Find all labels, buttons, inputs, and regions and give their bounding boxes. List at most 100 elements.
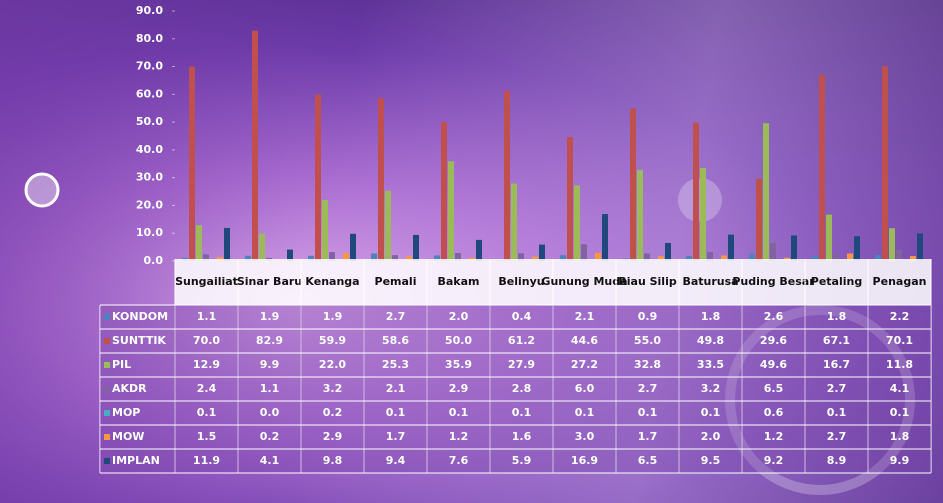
bar	[910, 256, 916, 261]
bar	[329, 252, 335, 261]
legend-label: PIL	[112, 358, 131, 371]
legend-label: AKDR	[112, 382, 147, 395]
table-value: 2.0	[449, 310, 469, 323]
table-value: 82.9	[256, 334, 283, 347]
table-value: 1.9	[323, 310, 343, 323]
table-value: 0.1	[386, 406, 406, 419]
table-value: 70.1	[886, 334, 913, 347]
x-tick-label: Kenanga	[305, 275, 359, 288]
table-value: 0.0	[260, 406, 280, 419]
bar	[700, 167, 706, 261]
bar	[518, 253, 524, 261]
bar	[763, 123, 769, 261]
bar	[385, 190, 391, 261]
bar	[707, 252, 713, 261]
y-tick-label: 20.0	[136, 198, 163, 211]
x-tick-label: Gunung Muda	[541, 275, 627, 288]
bar	[770, 242, 776, 261]
table-value: 9.8	[323, 454, 343, 467]
x-tick-label: Puding Besar	[732, 275, 815, 288]
table-value: 0.2	[323, 406, 343, 419]
legend-key	[104, 386, 110, 392]
legend-key	[104, 458, 110, 464]
x-tick-label: Sinar Baru	[237, 275, 302, 288]
table-row-bg	[100, 401, 931, 425]
table-value: 9.4	[386, 454, 406, 467]
table-value: 11.9	[193, 454, 220, 467]
bar	[245, 255, 251, 261]
table-value: 4.1	[260, 454, 280, 467]
bar	[315, 94, 321, 261]
legend-label: KONDOM	[112, 310, 168, 323]
bar	[406, 256, 412, 261]
legend-label: SUNTTIK	[112, 334, 166, 347]
table-value: 1.8	[701, 310, 721, 323]
table-value: 2.7	[638, 382, 658, 395]
bar	[322, 199, 328, 261]
bar	[217, 256, 223, 261]
table-value: 9.2	[764, 454, 784, 467]
table-value: 6.0	[575, 382, 595, 395]
bar	[574, 185, 580, 261]
bar	[721, 255, 727, 261]
table-value: 12.9	[193, 358, 220, 371]
table-value: 6.5	[764, 382, 784, 395]
bar	[504, 91, 510, 261]
table-value: 2.4	[197, 382, 217, 395]
table-value: 2.7	[827, 382, 847, 395]
table-value: 1.7	[638, 430, 658, 443]
table-value: 0.1	[197, 406, 217, 419]
legend-key	[104, 314, 110, 320]
table-value: 2.7	[386, 310, 406, 323]
bar	[448, 161, 454, 261]
bar	[511, 183, 517, 261]
bar	[539, 244, 545, 261]
bar	[630, 108, 636, 261]
bar	[847, 253, 853, 261]
bar	[665, 242, 671, 261]
table-value: 70.0	[193, 334, 220, 347]
bar	[637, 169, 643, 261]
bar	[756, 178, 762, 261]
legend-key	[104, 338, 110, 344]
table-value: 2.1	[386, 382, 406, 395]
table-value: 5.9	[512, 454, 532, 467]
table-value: 1.7	[386, 430, 406, 443]
table-value: 2.9	[323, 430, 343, 443]
table-value: 16.9	[571, 454, 598, 467]
table-value: 44.6	[571, 334, 598, 347]
table-value: 2.6	[764, 310, 784, 323]
table-value: 29.6	[760, 334, 787, 347]
bar	[686, 256, 692, 261]
legend-label: IMPLAN	[112, 454, 160, 467]
table-value: 0.2	[260, 430, 280, 443]
bar	[392, 255, 398, 261]
bar	[658, 256, 664, 261]
bar	[252, 30, 258, 261]
table-row-bg	[100, 425, 931, 449]
table-value: 27.9	[508, 358, 535, 371]
bar	[532, 256, 538, 261]
table-value: 9.5	[701, 454, 721, 467]
x-tick-label: Bakam	[437, 275, 479, 288]
table-value: 2.8	[512, 382, 532, 395]
y-tick-label: 50.0	[136, 115, 163, 128]
x-tick-label: Pemali	[375, 275, 417, 288]
table-value: 59.9	[319, 334, 346, 347]
bar	[917, 233, 923, 261]
bar	[819, 74, 825, 261]
bar	[203, 254, 209, 261]
table-value: 1.9	[260, 310, 280, 323]
table-value: 0.6	[764, 406, 784, 419]
x-tick-label: Riau Silip	[618, 275, 677, 288]
table-value: 1.2	[449, 430, 469, 443]
table-value: 1.8	[890, 430, 910, 443]
legend-key	[104, 434, 110, 440]
table-value: 0.1	[512, 406, 532, 419]
decoration	[725, 305, 915, 495]
bar	[854, 236, 860, 261]
table-value: 0.1	[575, 406, 595, 419]
table-value: 49.6	[760, 358, 787, 371]
legend-label: MOP	[112, 406, 140, 419]
